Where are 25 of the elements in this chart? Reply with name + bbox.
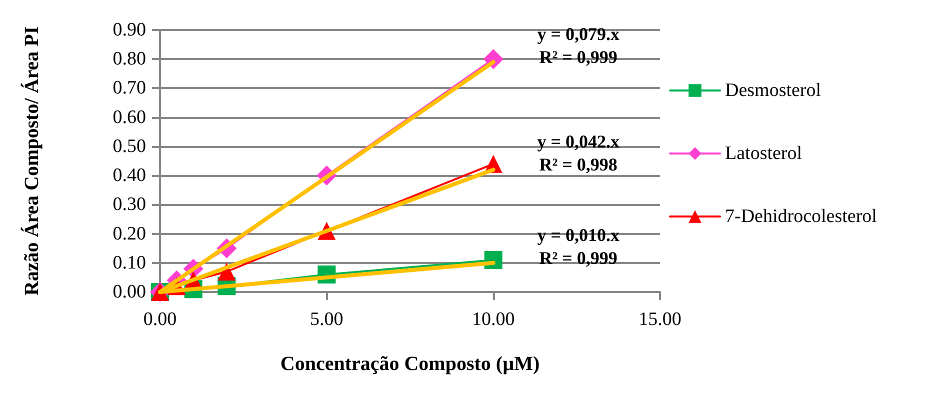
x-tick-label: 10.00 — [472, 309, 515, 330]
y-tick-label: 0.00 — [112, 282, 146, 302]
y-tick-label: 0.60 — [112, 106, 146, 128]
annotation: R² = 0,999 — [539, 248, 618, 268]
y-tick-label: 0.10 — [112, 252, 146, 274]
x-tick-label: 5.00 — [310, 309, 344, 330]
legend-label: 7-Dehidrocolesterol — [725, 206, 877, 227]
y-tick-label: 0.70 — [112, 78, 146, 99]
annotation: R² = 0,998 — [539, 154, 618, 175]
y-tick-label: 0.30 — [112, 194, 146, 216]
annotation: y = 0,079.x — [537, 24, 620, 44]
legend-label: Latosterol — [725, 143, 802, 164]
y-tick-label: 0.50 — [112, 136, 146, 157]
legend-label: Desmosterol — [725, 80, 822, 101]
x-axis-title: Concentração Composto (µM) — [280, 353, 540, 375]
annotation: y = 0,010.x — [537, 224, 620, 245]
y-axis-title: Razão Área Composto/ Área PI — [20, 26, 43, 296]
annotation: R² = 0,999 — [539, 47, 618, 68]
y-tick-label: 0.20 — [112, 223, 146, 244]
y-tick-label: 0.90 — [112, 20, 146, 40]
x-tick-label: 15.00 — [638, 309, 682, 330]
y-tick-label: 0.40 — [112, 165, 146, 186]
annotation: y = 0,042.x — [537, 132, 620, 152]
y-tick-label: 0.80 — [112, 48, 146, 70]
x-tick-label: 0.00 — [143, 309, 177, 330]
